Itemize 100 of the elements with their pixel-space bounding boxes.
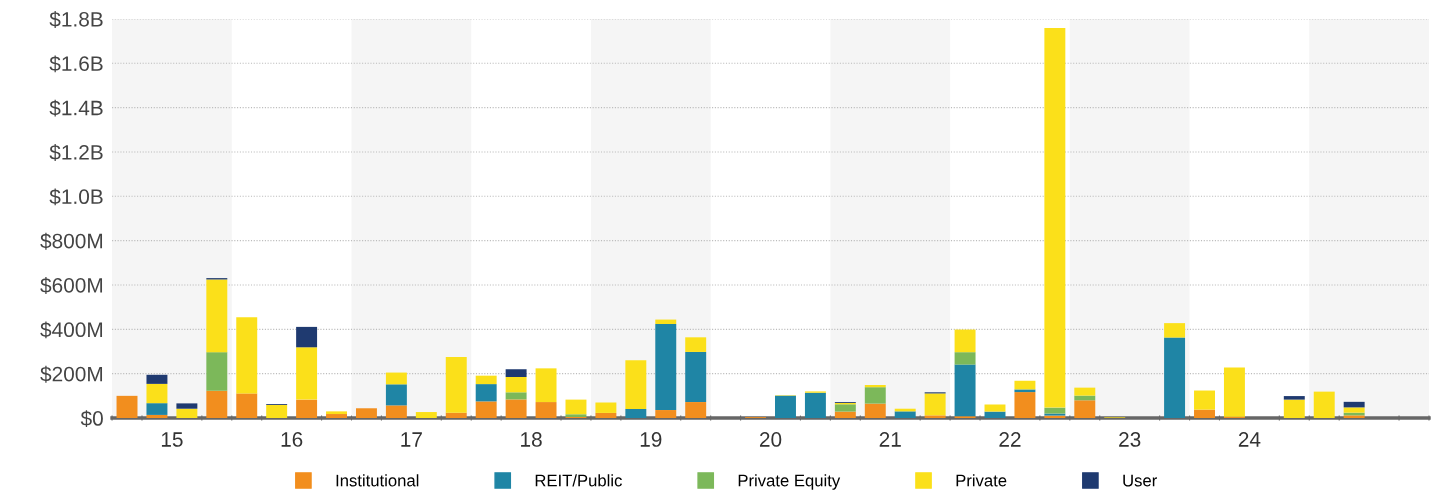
bar (355, 408, 377, 419)
bar (296, 326, 318, 348)
x-tick-label: 22 (999, 432, 1021, 447)
bar (505, 377, 527, 393)
bar (625, 408, 647, 419)
bar (385, 384, 407, 406)
bar (236, 317, 258, 394)
bar (176, 403, 198, 409)
bar (1343, 407, 1365, 413)
bar (565, 399, 587, 415)
bar (655, 410, 677, 419)
bar (655, 319, 677, 325)
bar (146, 403, 168, 415)
bar (1014, 389, 1036, 393)
bar (266, 404, 288, 419)
bar (834, 404, 856, 412)
bar (834, 411, 856, 419)
y-tick-label: $1.8B (49, 11, 103, 28)
bar (475, 401, 497, 419)
bar (954, 364, 976, 417)
x-tick-label: 21 (879, 432, 901, 447)
bar (445, 412, 467, 419)
bar (1044, 28, 1066, 408)
legend-label: Private (956, 474, 1007, 487)
bar (505, 369, 527, 377)
x-tick-label: 20 (759, 432, 782, 447)
bar (804, 392, 826, 419)
bar (116, 395, 138, 419)
bar (1283, 396, 1305, 400)
x-tick-label: 16 (281, 432, 303, 447)
bar (1194, 409, 1215, 419)
bar (176, 408, 198, 419)
bar (475, 384, 497, 402)
y-tick-label: $400M (40, 321, 103, 339)
bar (1014, 392, 1036, 419)
bar (206, 390, 228, 419)
bar (954, 352, 976, 365)
legend-label: Private Equity (738, 474, 841, 490)
x-tick-label: 15 (161, 432, 183, 447)
bar (685, 351, 707, 403)
bar (146, 414, 168, 419)
bar (475, 375, 497, 385)
bar (236, 393, 258, 419)
bar (685, 337, 707, 352)
bar (385, 405, 407, 419)
bar (655, 324, 677, 411)
bar (415, 412, 437, 419)
y-tick-label: $1.0B (49, 188, 103, 206)
bar (1223, 367, 1245, 417)
bar (535, 368, 557, 403)
x-tick-label: 18 (521, 432, 542, 447)
bar (206, 352, 228, 391)
y-tick-label: $600M (40, 277, 103, 294)
y-tick-label: $0 (80, 410, 103, 428)
bar (775, 395, 796, 419)
x-tick-label: 19 (640, 432, 662, 447)
legend-label: User (1123, 474, 1157, 487)
bar (326, 414, 348, 419)
bar (146, 383, 168, 404)
bar (505, 399, 527, 419)
y-tick-label: $1.6B (49, 55, 103, 73)
bar (595, 412, 617, 419)
y-tick-label: $1.2B (49, 144, 103, 161)
bar (1164, 337, 1186, 419)
bar (296, 399, 318, 419)
bar (894, 411, 916, 419)
bar (864, 384, 886, 388)
bar (505, 392, 527, 400)
bar (1164, 323, 1186, 338)
bar (385, 372, 407, 385)
bar (445, 357, 467, 413)
y-tick-label: $800M (40, 232, 103, 250)
y-tick-label: $200M (40, 365, 103, 383)
x-tick-label: 24 (1238, 432, 1261, 447)
bar (206, 279, 228, 353)
bar (1074, 400, 1096, 419)
bar (1343, 401, 1365, 408)
y-tick-label: $1.4B (49, 99, 103, 117)
bar (296, 347, 318, 400)
bar (1283, 399, 1305, 419)
x-tick-label: 23 (1119, 432, 1141, 447)
bar (1044, 407, 1066, 414)
x-tick-label: 17 (401, 432, 422, 447)
bar (535, 402, 557, 419)
bar (625, 360, 647, 409)
legend-label: REIT/Public (535, 474, 622, 487)
bar (924, 393, 946, 416)
bar (595, 402, 617, 413)
bar (954, 329, 976, 353)
bar (685, 402, 707, 419)
bar (1074, 387, 1096, 396)
bar (864, 403, 886, 419)
legend-label: Institutional (336, 474, 419, 487)
bar (924, 415, 946, 419)
bar (1194, 390, 1215, 410)
bar (146, 374, 168, 384)
bar (1014, 380, 1036, 390)
bar (984, 404, 1006, 412)
bar (864, 387, 886, 404)
bar (1313, 391, 1335, 419)
